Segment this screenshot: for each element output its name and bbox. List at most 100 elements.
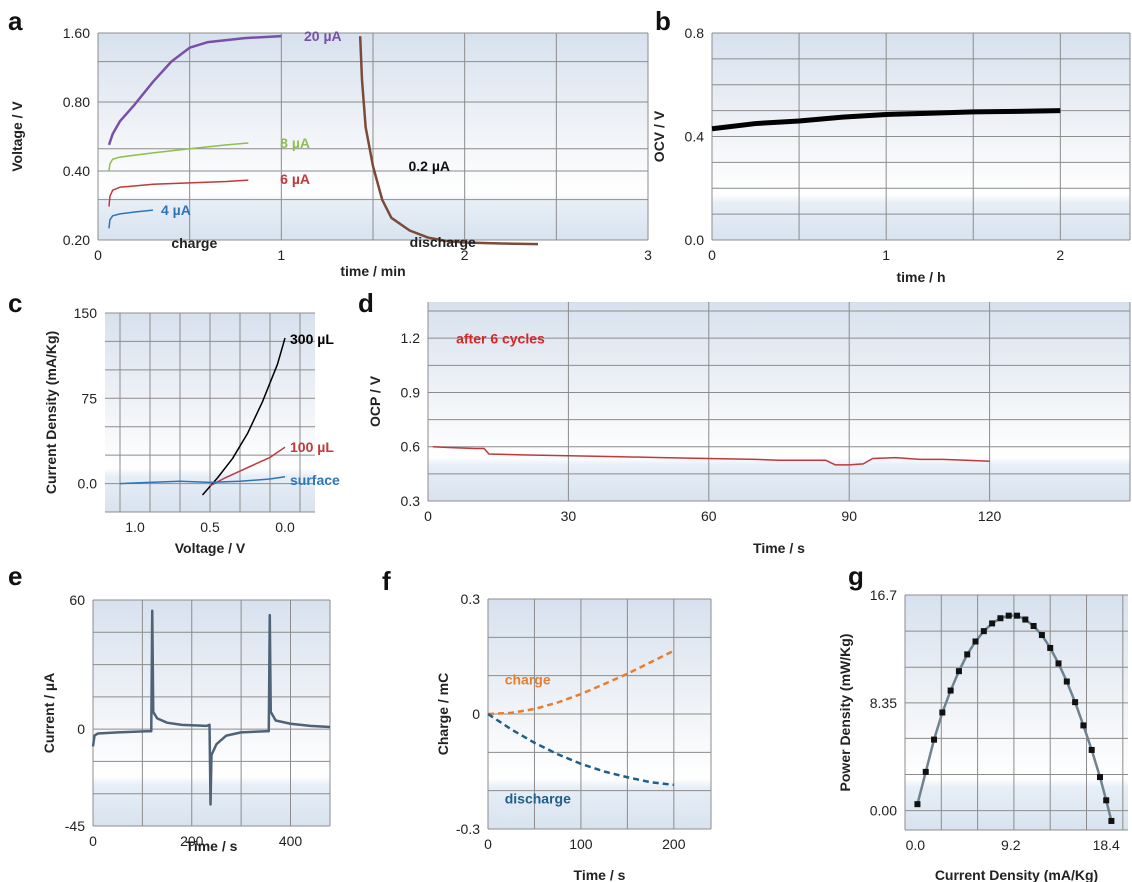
annotation: discharge: [410, 234, 476, 250]
data-point: [947, 687, 954, 694]
x-axis-label: time / h: [896, 269, 945, 285]
data-point: [922, 768, 929, 775]
data-point: [1022, 616, 1029, 623]
series-line: [209, 446, 286, 487]
x-tick-label: 1: [882, 247, 890, 263]
y-tick-label: 0.4: [685, 129, 705, 145]
x-tick-label: 0.5: [200, 519, 220, 535]
x-axis-label: time / min: [340, 263, 405, 279]
data-point: [1072, 699, 1079, 706]
data-point: [1080, 722, 1087, 729]
x-tick-label: 120: [978, 508, 1002, 524]
y-axis-label: OCV / V: [651, 110, 667, 162]
panel-label: c: [8, 288, 22, 318]
x-axis-label: Time / s: [186, 838, 238, 854]
data-point: [1030, 622, 1037, 629]
series-line: [119, 476, 286, 485]
y-tick-label: 0.0: [78, 476, 98, 492]
data-point: [1047, 644, 1054, 651]
data-point: [1055, 660, 1062, 667]
x-tick-label: 200: [662, 836, 686, 852]
x-tick-label: 0: [89, 833, 97, 849]
y-tick-label: 0: [77, 721, 85, 737]
data-point: [989, 620, 996, 627]
series-line: [487, 649, 675, 716]
y-tick-label: 0.00: [870, 803, 897, 819]
data-point: [972, 638, 979, 645]
x-tick-label: 3: [644, 247, 652, 263]
y-tick-label: 0.6: [401, 439, 421, 455]
series-label: discharge: [505, 790, 571, 806]
x-tick-label: 0: [94, 247, 102, 263]
data-point: [1096, 774, 1103, 781]
panel-c: c 1.0 0.5 0.0 0.0 75 150 Voltage / V Current Den…: [8, 288, 340, 556]
y-tick-label: 0.20: [63, 232, 90, 248]
y-tick-label: 150: [74, 305, 98, 321]
y-tick-label: 1.2: [401, 330, 421, 346]
y-axis-label: Current Density (mA/Kg): [43, 331, 59, 494]
x-tick-label: 90: [841, 508, 857, 524]
series-label: 300 µL: [290, 331, 334, 347]
y-tick-label: 0: [472, 706, 480, 722]
panel-label: a: [8, 6, 23, 36]
data-point: [939, 709, 946, 716]
series-label: 20 µA: [304, 28, 342, 44]
x-axis-label: Time / s: [574, 867, 626, 882]
data-point: [1108, 817, 1115, 824]
x-tick-label: 1.0: [125, 519, 145, 535]
y-axis-label: Power Density (mW/Kg): [837, 634, 853, 792]
data-point: [964, 651, 971, 658]
series-line: [201, 337, 286, 496]
data-point: [1063, 678, 1070, 685]
series-line: [108, 179, 249, 207]
x-tick-label: 0: [708, 247, 716, 263]
series-label: charge: [505, 672, 551, 688]
x-tick-label: 9.2: [1001, 837, 1021, 853]
x-tick-label: 1: [277, 247, 285, 263]
x-axis-label: Current Density (mA/Kg): [935, 867, 1098, 882]
series-label: surface: [290, 472, 340, 488]
annotation: charge: [171, 235, 217, 251]
y-tick-label: 0.0: [685, 232, 705, 248]
y-tick-label: -0.3: [456, 821, 480, 837]
series-label: 6 µA: [280, 171, 310, 187]
panel-a: a 0 1 2 3 0.20 0.40 0.80 1.60 time / min Voltage /…: [8, 6, 652, 279]
series-line: [108, 142, 249, 172]
data-point: [1038, 632, 1045, 639]
data-point: [997, 615, 1004, 622]
x-tick-label: 2: [461, 247, 469, 263]
series-label: 4 µA: [161, 202, 191, 218]
y-tick-label: 8.35: [870, 695, 897, 711]
data-point: [914, 801, 921, 808]
y-tick-label: 0.3: [461, 591, 481, 607]
series-line: [432, 445, 990, 466]
plot-area: [428, 302, 1130, 501]
panel-label: b: [655, 6, 671, 36]
y-axis-label: Voltage / V: [9, 101, 25, 172]
series-line: [107, 34, 282, 146]
x-axis-label: Time / s: [753, 540, 805, 556]
x-tick-label: 0: [484, 836, 492, 852]
x-tick-label: 400: [279, 833, 303, 849]
x-axis-label: Voltage / V: [175, 540, 246, 556]
series-label: 100 µL: [290, 439, 334, 455]
series-label: 8 µA: [280, 135, 310, 151]
x-tick-label: 0: [424, 508, 432, 524]
y-tick-label: 0.8: [685, 25, 705, 41]
series-line: [358, 36, 539, 246]
plot-area: [905, 595, 1128, 830]
series-label: 0.2 µA: [409, 158, 451, 174]
series-line: [91, 609, 331, 806]
x-tick-label: 2: [1056, 247, 1064, 263]
panel-b: b 0 1 2 0.0 0.4 0.8 time / h OCV / V: [651, 6, 1131, 285]
data-point: [1005, 612, 1012, 619]
panel-label: g: [848, 561, 864, 591]
y-tick-label: 0.40: [63, 163, 90, 179]
x-tick-label: 200: [180, 833, 204, 849]
data-point: [931, 736, 938, 743]
series-line: [711, 108, 1061, 132]
annotation: after 6 cycles: [456, 331, 545, 347]
y-tick-label: 16.7: [870, 587, 897, 603]
y-axis-label: OCP / V: [367, 375, 383, 427]
